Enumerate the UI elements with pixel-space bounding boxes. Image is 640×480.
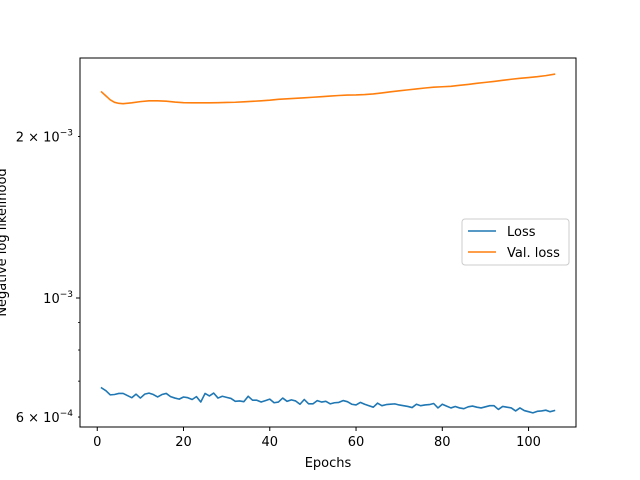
x-tick-label: 60 (348, 435, 365, 450)
y-tick-label: 6 × 10−4 (16, 409, 74, 426)
legend-label-0: Loss (507, 225, 536, 240)
x-axis-label: Epochs (305, 456, 352, 471)
x-tick-label: 100 (516, 435, 541, 450)
y-tick-label: 10−3 (43, 290, 73, 307)
x-tick-label: 40 (262, 435, 279, 450)
series-line-0 (100, 386, 556, 414)
plot-frame (79, 57, 577, 428)
legend-label-1: Val. loss (507, 246, 560, 261)
legend: Loss Val. loss (461, 218, 570, 266)
y-tick-label: 2 × 10−3 (16, 128, 73, 145)
x-tick-label: 80 (434, 435, 451, 450)
y-axis: 6 × 10−4 10−3 2 × 10−3 (16, 128, 80, 426)
x-axis: 0 20 40 60 80 100 (93, 427, 541, 450)
x-tick-label: 20 (175, 435, 192, 450)
x-tick-label: 0 (93, 435, 101, 450)
series-line-1 (100, 73, 556, 105)
series-layer (100, 73, 556, 414)
y-axis-label: Negative log likelihood (0, 168, 10, 316)
